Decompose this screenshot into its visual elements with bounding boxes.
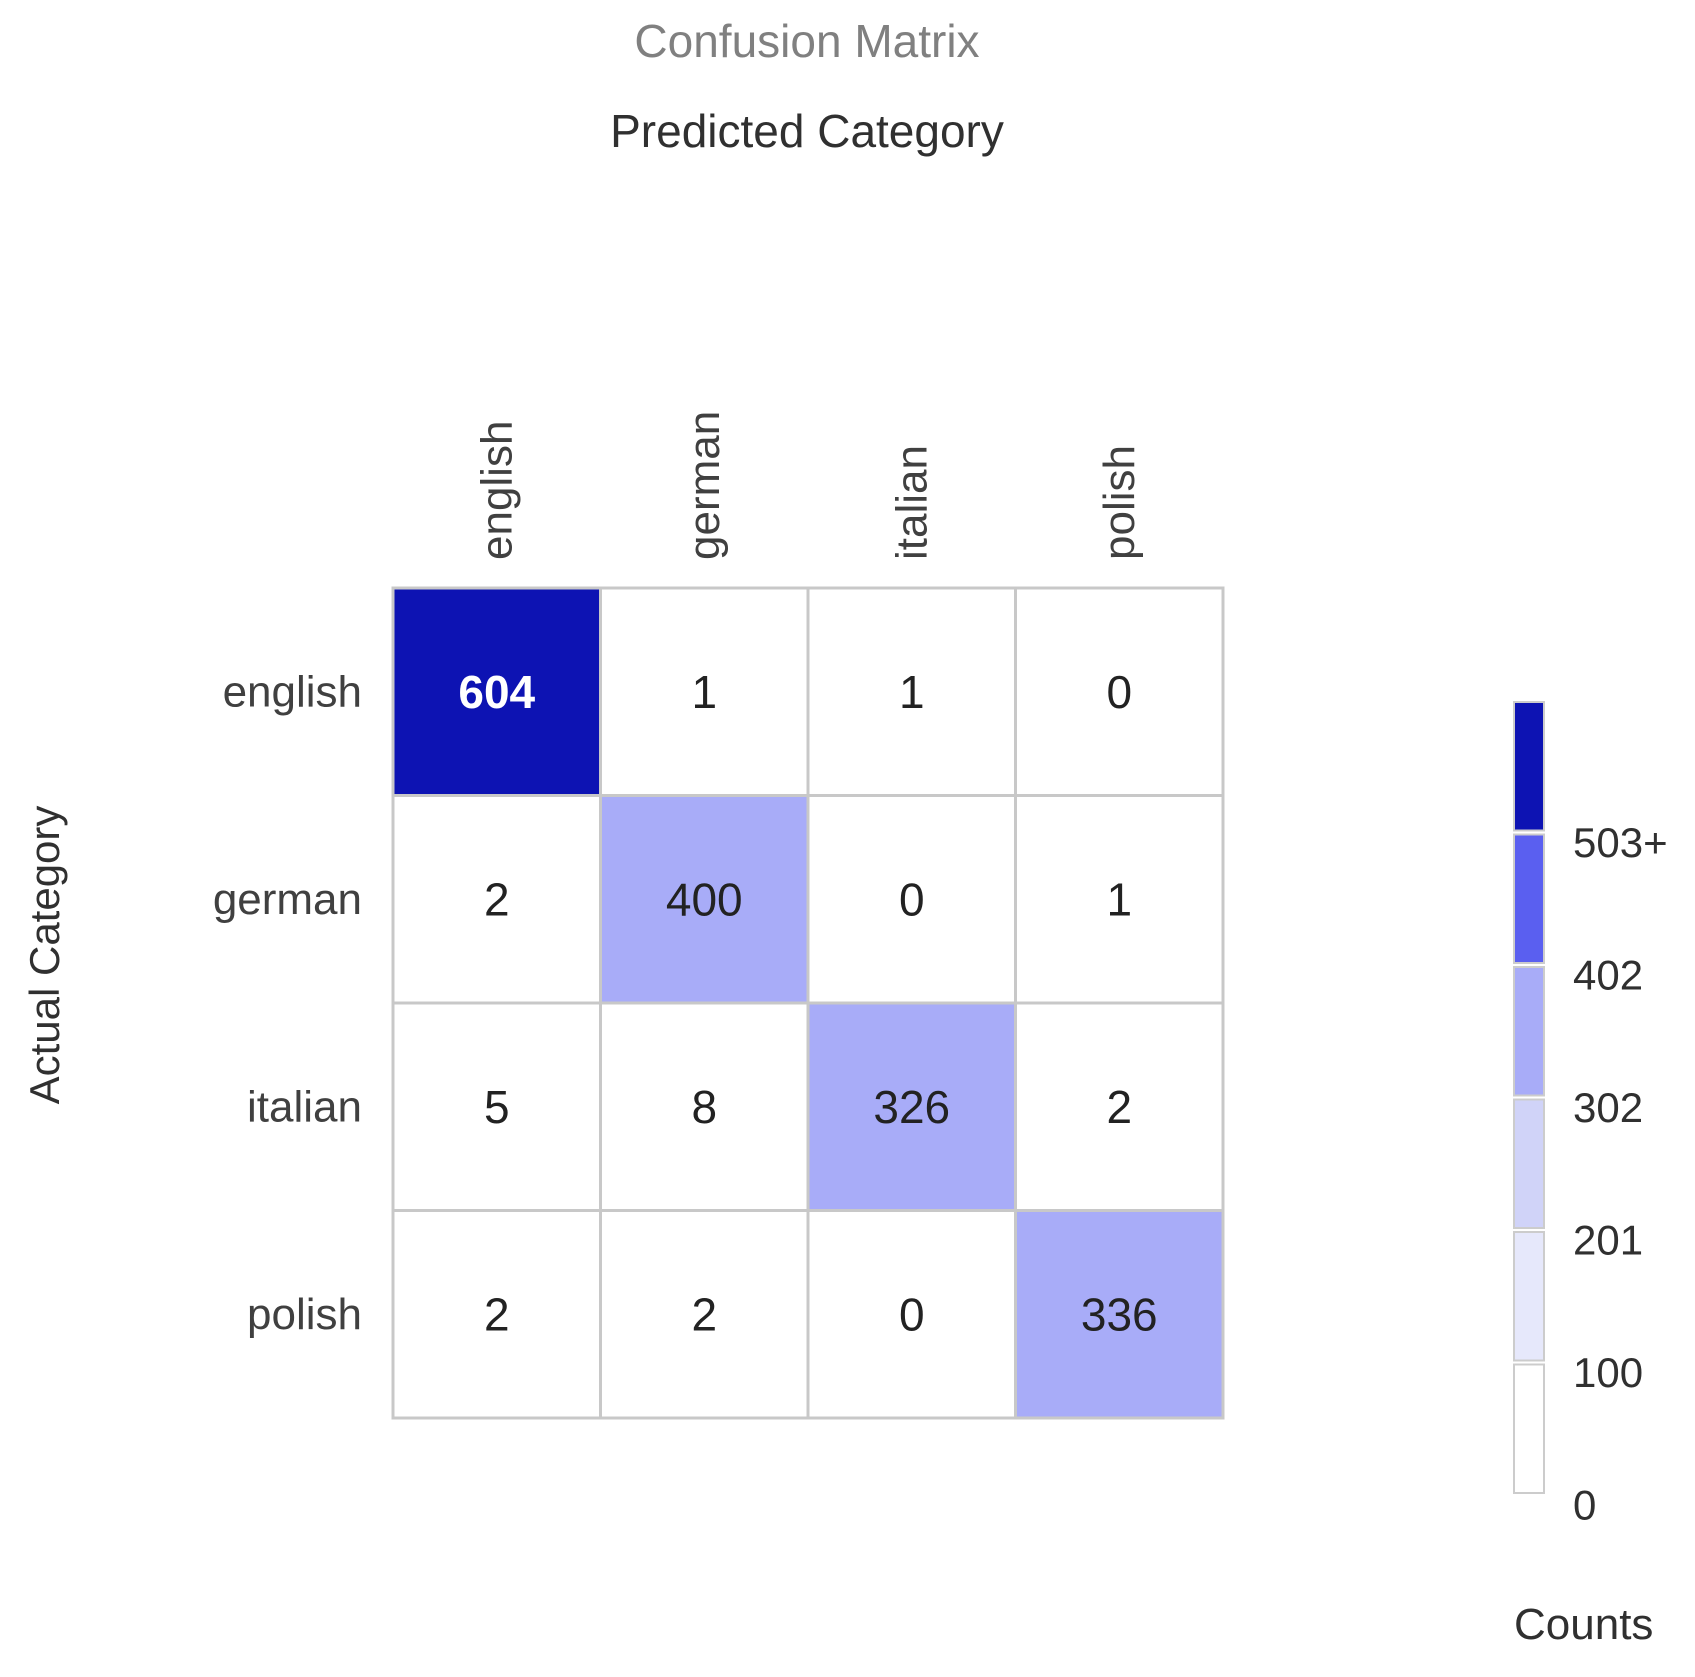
heatmap-cell bbox=[806, 794, 1017, 1005]
y-tick-label: italian bbox=[247, 1082, 362, 1131]
x-tick-label: italian bbox=[887, 445, 936, 560]
colorbar-segment bbox=[1513, 1231, 1545, 1362]
y-tick-label: polish bbox=[247, 1290, 362, 1339]
x-tick-label: polish bbox=[1095, 445, 1144, 560]
x-tick-label: english bbox=[472, 421, 521, 560]
cell-value-label: 0 bbox=[899, 1288, 925, 1340]
cell-value-label: 1 bbox=[691, 666, 717, 718]
cell-value-label: 1 bbox=[1106, 873, 1132, 925]
colorbar-segment bbox=[1513, 1098, 1545, 1229]
x-tick-label: german bbox=[680, 411, 729, 560]
colorbar-tick-label: 402 bbox=[1573, 952, 1643, 999]
cell-value-label: 2 bbox=[484, 873, 510, 925]
cell-value-label: 326 bbox=[873, 1081, 950, 1133]
chart-title: Confusion Matrix bbox=[634, 15, 980, 67]
colorbar-title: Counts bbox=[1514, 1600, 1654, 1649]
cell-value-label: 2 bbox=[691, 1288, 717, 1340]
cell-value-label: 2 bbox=[1106, 1081, 1132, 1133]
colorbar-tick-label: 302 bbox=[1573, 1084, 1643, 1131]
y-tick-label: german bbox=[213, 875, 362, 924]
cell-value-label: 0 bbox=[1106, 666, 1132, 718]
colorbar-segment bbox=[1513, 833, 1545, 964]
colorbar-segment bbox=[1513, 701, 1545, 832]
heatmap-cell bbox=[806, 1001, 1017, 1212]
cell-value-label: 1 bbox=[899, 666, 925, 718]
heatmap-cell bbox=[1014, 794, 1225, 1005]
heatmap-cell bbox=[391, 1209, 602, 1420]
colorbar-tick-label: 201 bbox=[1573, 1217, 1643, 1264]
cell-value-label: 8 bbox=[691, 1081, 717, 1133]
colorbar-tick-label: 0 bbox=[1573, 1482, 1596, 1529]
heatmap-cell bbox=[391, 794, 602, 1005]
colorbar-tick-label: 503+ bbox=[1573, 819, 1668, 866]
cell-value-label: 604 bbox=[458, 666, 535, 718]
colorbar-segment bbox=[1513, 1363, 1545, 1494]
heatmap-cell bbox=[1014, 1001, 1225, 1212]
cell-value-label: 5 bbox=[484, 1081, 510, 1133]
heatmap-cell bbox=[1014, 586, 1225, 797]
colorbar-tick-label: 100 bbox=[1573, 1349, 1643, 1396]
heatmap-cell bbox=[599, 794, 810, 1005]
x-axis-label: Predicted Category bbox=[610, 105, 1004, 157]
cell-value-label: 336 bbox=[1081, 1288, 1158, 1340]
heatmap-cell bbox=[1014, 1209, 1225, 1420]
colorbar-segment bbox=[1513, 966, 1545, 1097]
cell-value-label: 0 bbox=[899, 873, 925, 925]
cell-value-label: 2 bbox=[484, 1288, 510, 1340]
heatmap-cell bbox=[599, 1209, 810, 1420]
y-tick-label: english bbox=[223, 667, 362, 716]
cell-value-label: 400 bbox=[666, 873, 743, 925]
heatmap-cell bbox=[599, 1001, 810, 1212]
